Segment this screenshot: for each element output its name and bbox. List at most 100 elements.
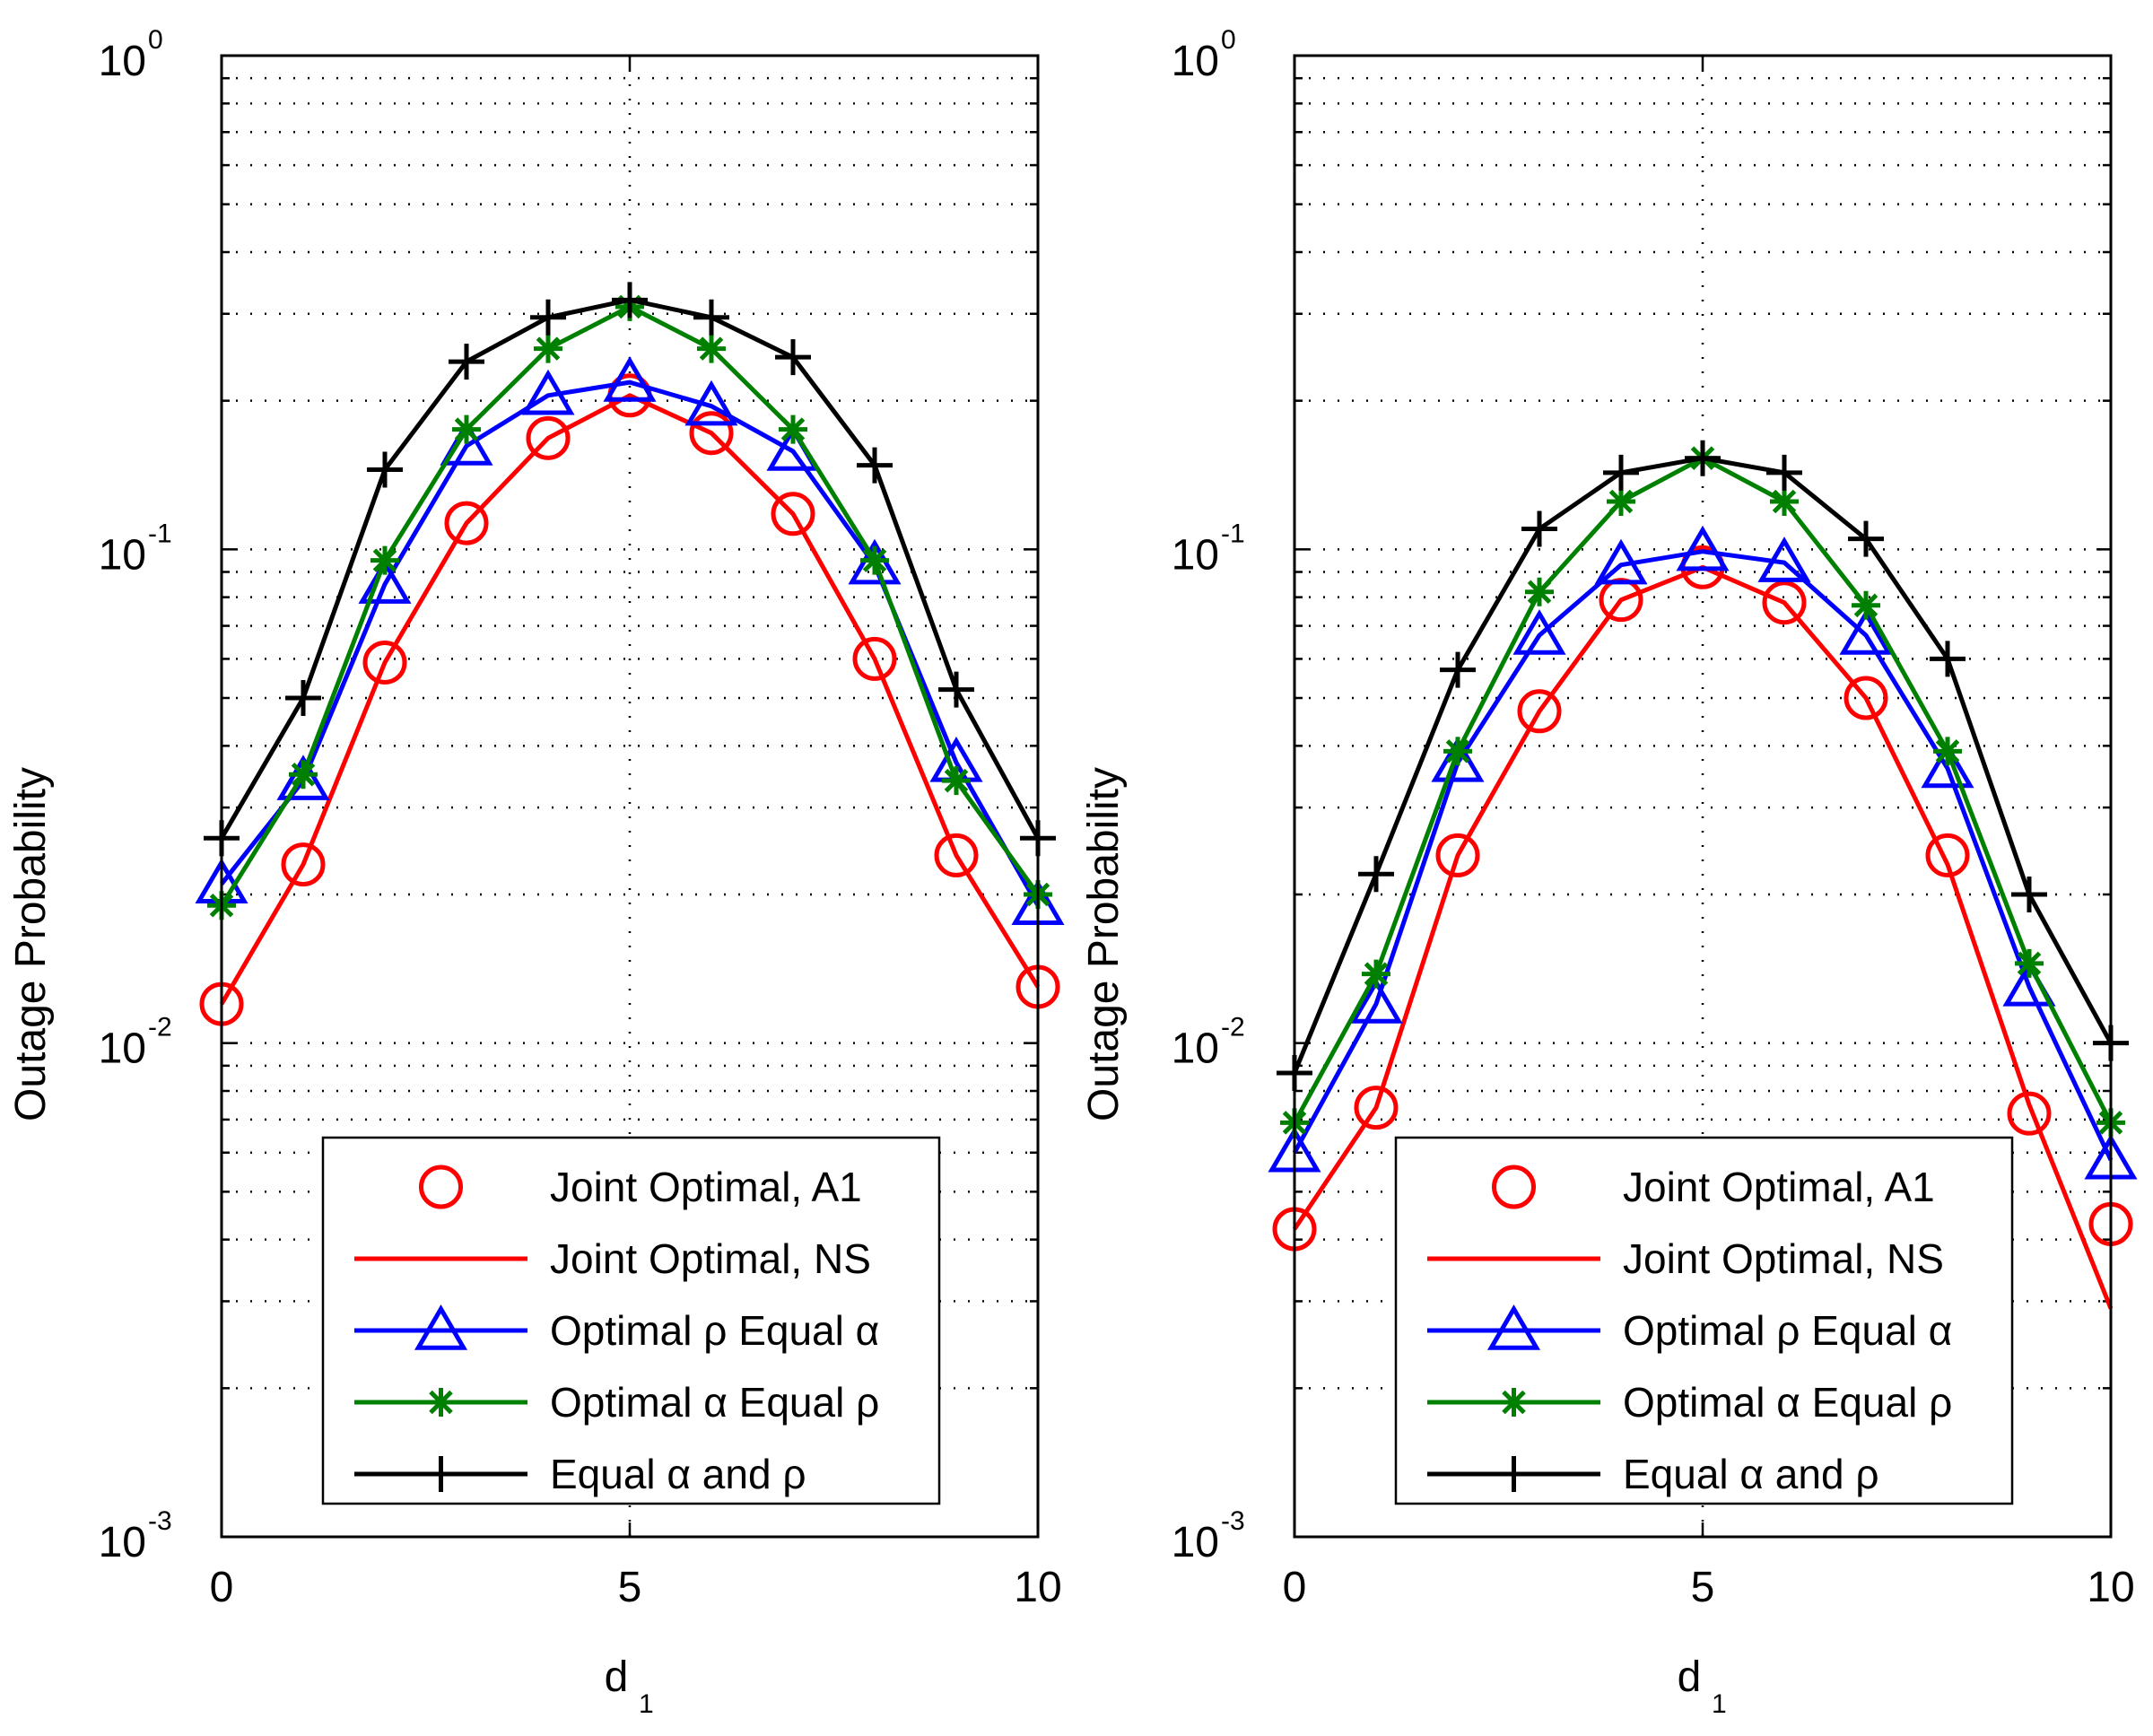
- legend-marker-sample: [423, 1456, 459, 1492]
- data-point-marker: [1839, 609, 1893, 655]
- data-point-marker: [689, 411, 734, 456]
- data-point-marker: [612, 282, 648, 318]
- data-point-marker: [2011, 877, 2047, 912]
- legend-item-3: Optimal ρ Equal α: [354, 1304, 879, 1354]
- data-point-marker: [1362, 959, 1390, 989]
- data-point-marker: [452, 414, 481, 444]
- axes-box: [220, 54, 1040, 1539]
- series-5: [204, 282, 1056, 857]
- data-point-marker: [684, 379, 738, 426]
- legend-marker-sample: [426, 1388, 456, 1417]
- x-axis-label: d: [1678, 1653, 1702, 1701]
- y-tick-exponent: -3: [148, 1506, 172, 1536]
- data-point-marker: [1848, 520, 1884, 557]
- data-point-marker: [1852, 590, 1880, 620]
- data-point-marker: [775, 339, 811, 376]
- x-tick-label: 5: [618, 1564, 642, 1611]
- y-tick-label: 10: [1172, 531, 1219, 579]
- data-point-marker: [693, 299, 729, 336]
- legend-label: Optimal ρ Equal α: [1623, 1307, 1952, 1354]
- y-tick-label: 10: [99, 38, 146, 85]
- y-tick-exponent: 0: [1221, 25, 1236, 55]
- data-point-marker: [848, 538, 902, 585]
- data-point-marker: [1603, 454, 1639, 491]
- data-point-marker: [603, 356, 657, 402]
- x-tick-label: 0: [210, 1564, 234, 1611]
- data-point-marker: [1933, 737, 1962, 766]
- data-point-marker: [2015, 948, 2044, 978]
- data-point-marker: [285, 680, 321, 716]
- y-tick-exponent: -1: [148, 519, 172, 548]
- y-tick-label: 10: [1172, 1025, 1219, 1073]
- x-axis-label-subscript: 1: [1712, 1689, 1727, 1719]
- series-2: [219, 393, 1041, 1006]
- y-tick-label: 10: [1172, 38, 1219, 85]
- data-point-marker: [358, 558, 412, 604]
- x-tick-label: 10: [2087, 1564, 2134, 1611]
- data-point-marker: [444, 501, 489, 545]
- y-tick-label: 10: [1172, 1519, 1219, 1566]
- data-point-marker: [289, 760, 318, 789]
- legend: Joint Optimal, A1 Joint Optimal, NS Optima…: [321, 1136, 941, 1505]
- data-point-marker: [276, 755, 330, 800]
- y-tick-exponent: 0: [148, 25, 163, 55]
- data-point-marker: [779, 414, 807, 444]
- data-point-marker: [771, 492, 815, 537]
- legend-item-1: Joint Optimal, A1: [419, 1164, 862, 1210]
- legend-item-5: Equal α and ρ: [354, 1451, 806, 1497]
- x-axis-label: d: [605, 1653, 629, 1701]
- data-point-marker: [362, 640, 407, 685]
- legend-marker-sample: [1499, 1388, 1529, 1417]
- x-axis-label-subscript: 1: [639, 1689, 654, 1719]
- legend-label: Joint Optimal, NS: [550, 1235, 871, 1282]
- data-point-marker: [1443, 737, 1472, 766]
- data-point-marker: [1440, 651, 1476, 688]
- data-point-marker: [521, 369, 575, 415]
- legend-marker-sample: [419, 1165, 463, 1209]
- axes-box: [1293, 54, 2113, 1539]
- legend-label: Joint Optimal, A1: [1623, 1164, 1935, 1210]
- legend-label: Optimal ρ Equal α: [550, 1307, 879, 1354]
- data-point-marker: [526, 415, 571, 460]
- data-point-marker: [1921, 742, 1974, 789]
- y-tick-label: 10: [99, 1025, 146, 1073]
- legend-item-3: Optimal ρ Equal α: [1427, 1304, 1952, 1354]
- data-point-marker: [2007, 1091, 2052, 1136]
- legend-item-2: Joint Optimal, NS: [354, 1235, 871, 1282]
- legend-item-2: Joint Optimal, NS: [1427, 1235, 1944, 1282]
- data-point-marker: [1525, 577, 1554, 606]
- legend-item-4: Optimal α Equal ρ: [354, 1379, 879, 1426]
- legend: Joint Optimal, A1 Joint Optimal, NS Optima…: [1394, 1136, 2014, 1505]
- y-tick-exponent: -2: [1221, 1013, 1245, 1042]
- legend-item-4: Optimal α Equal ρ: [1427, 1379, 1952, 1426]
- x-tick-label: 0: [1283, 1564, 1307, 1611]
- data-point-marker: [1770, 487, 1799, 517]
- legend-label: Joint Optimal, NS: [1623, 1235, 1944, 1282]
- legend-item-5: Equal α and ρ: [1427, 1451, 1879, 1497]
- x-tick-label: 5: [1691, 1564, 1715, 1611]
- legend-label: Optimal α Equal ρ: [550, 1379, 879, 1426]
- data-point-marker: [1930, 641, 1966, 677]
- x-tick-label: 10: [1014, 1564, 1061, 1611]
- y-axis-label: Outage Probability: [1080, 767, 1128, 1121]
- data-point-marker: [1685, 440, 1721, 476]
- data-point-marker: [370, 545, 399, 575]
- data-point-marker: [697, 334, 726, 363]
- legend-label: Equal α and ρ: [550, 1451, 806, 1497]
- data-point-marker: [1358, 856, 1394, 893]
- legend-label: Joint Optimal, A1: [550, 1164, 862, 1210]
- legend-marker-sample: [1486, 1304, 1541, 1350]
- y-tick-label: 10: [99, 531, 146, 579]
- data-point-marker: [1766, 454, 1802, 491]
- y-tick-exponent: -2: [148, 1013, 172, 1042]
- data-point-marker: [1349, 978, 1403, 1024]
- data-point-marker: [1521, 510, 1557, 547]
- series-line: [1292, 549, 2114, 1161]
- legend-marker-sample: [1495, 1456, 1532, 1492]
- data-point-marker: [1925, 833, 1970, 877]
- y-tick-exponent: -3: [1221, 1506, 1245, 1536]
- series-line: [219, 393, 1041, 1006]
- data-point-marker: [860, 545, 889, 575]
